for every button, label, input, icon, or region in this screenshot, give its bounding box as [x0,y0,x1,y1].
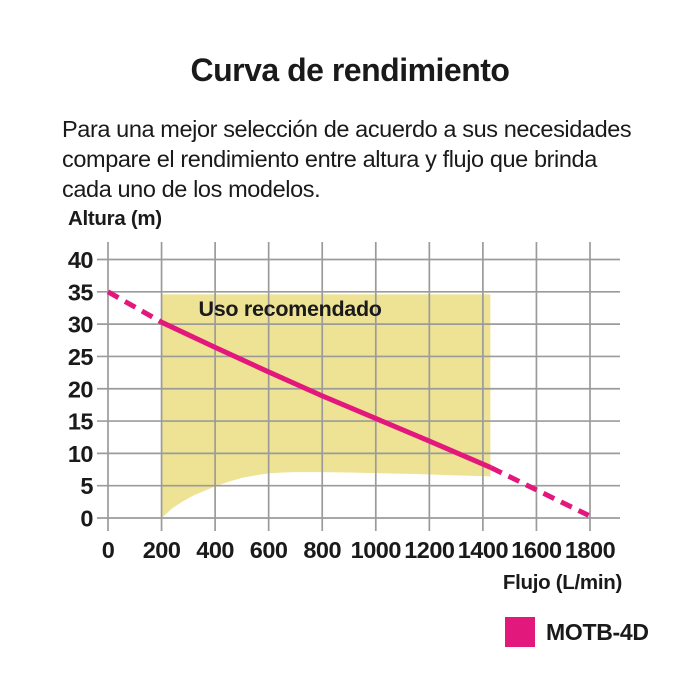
page-title: Curva de rendimiento [190,52,510,88]
legend-label: MOTB-4D [546,618,649,645]
y-axis-title: Altura (m) [68,207,162,230]
y-tick-label: 15 [68,409,94,435]
y-tick-label: 10 [68,441,94,467]
legend: MOTB-4D [505,617,649,647]
y-tick-label: 5 [80,473,93,499]
y-tick-label: 20 [68,376,94,402]
x-tick-label: 800 [303,537,341,563]
x-tick-label: 400 [196,537,234,563]
x-tick-label: 200 [143,537,181,563]
x-tick-label: 1800 [565,537,616,563]
legend-swatch [505,617,535,647]
curve-MOTB-4D-dashed [489,465,590,518]
recommended-region [161,294,491,518]
y-tick-label: 25 [68,344,94,370]
x-tick-label: 1000 [351,537,402,563]
x-axis-title: Flujo (L/min) [502,571,622,594]
y-tick-label: 35 [68,279,94,305]
x-tick-label: 600 [250,537,288,563]
x-tick-label: 1200 [404,537,455,563]
description-line-2: compare el rendimiento entre altura y fl… [62,146,597,172]
y-tick-label: 30 [68,312,94,338]
x-tick-label: 0 [102,537,115,563]
curve-MOTB-4D-solid [160,319,492,470]
x-tick-label: 1600 [511,537,562,563]
description-line-3: cada uno de los modelos. [62,176,321,202]
y-tick-label: 0 [80,506,93,532]
recommended-region-label: Uso recomendado [199,297,382,321]
y-tick-label: 40 [68,247,94,273]
description-line-1: Para una mejor selección de acuerdo a su… [62,116,632,142]
curve-MOTB-4D-dashed [106,289,163,325]
x-tick-label: 1400 [458,537,509,563]
description: Para una mejor selección de acuerdo a su… [62,114,662,204]
